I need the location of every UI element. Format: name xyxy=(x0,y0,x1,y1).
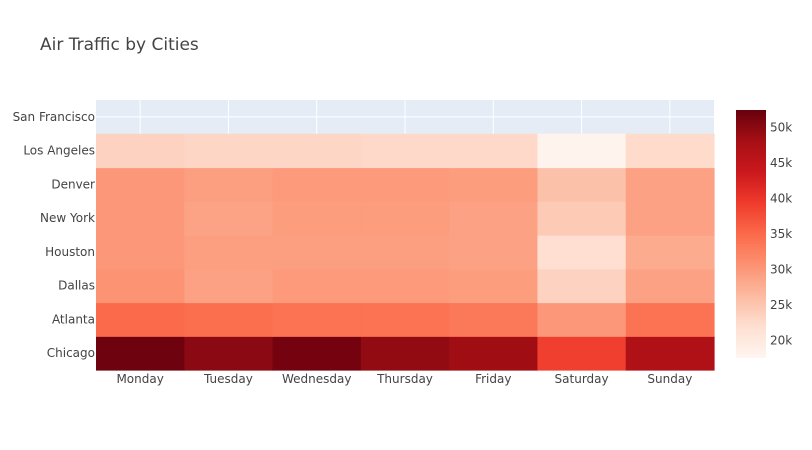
heatmap-cell xyxy=(96,268,185,304)
heatmap-cell xyxy=(184,268,274,304)
heatmap-cell xyxy=(449,235,539,270)
y-tick-label: Dallas xyxy=(58,279,95,293)
x-tick-label: Thursday xyxy=(376,372,433,386)
y-tick-label: Denver xyxy=(51,177,95,191)
heatmap-cell xyxy=(272,133,362,169)
heatmap-cell xyxy=(537,235,627,270)
x-tick-label: Tuesday xyxy=(203,372,253,386)
heatmap-cell xyxy=(449,133,539,169)
heatmap-cell xyxy=(184,201,274,236)
colorbar-tick-label: 45k xyxy=(770,156,792,170)
colorbar-tick-label: 40k xyxy=(770,192,792,206)
heatmap-cell xyxy=(184,167,274,202)
colorbar-gradient xyxy=(736,110,766,358)
chart-title: Air Traffic by Cities xyxy=(40,35,199,55)
heatmap-cell xyxy=(272,201,362,236)
x-tick-label: Sunday xyxy=(647,372,692,386)
colorbar-tick-label: 20k xyxy=(770,333,792,347)
heatmap-cell xyxy=(96,201,185,236)
heatmap-cell xyxy=(537,201,627,236)
heatmap-cell xyxy=(360,336,450,371)
heatmap-cell xyxy=(360,302,450,337)
colorbar-tick-label: 50k xyxy=(770,121,792,135)
heatmap-cell xyxy=(537,302,627,337)
colorbar-tick-label: 35k xyxy=(770,227,792,241)
y-tick-label: Houston xyxy=(45,245,95,259)
heatmap-cell xyxy=(272,235,362,270)
y-tick-label: Los Angeles xyxy=(23,144,95,158)
y-axis: Chicago Atlanta Dallas Houston New York Denve… xyxy=(13,110,95,360)
heatmap-cell xyxy=(625,201,715,236)
colorbar-tick-label: 25k xyxy=(770,298,792,312)
colorbar-tick-label: 30k xyxy=(770,262,792,276)
heatmap-cell xyxy=(625,133,715,169)
x-tick-label: Monday xyxy=(116,372,163,386)
heatmap-cell xyxy=(360,133,450,169)
heatmap-cell xyxy=(625,268,715,304)
heatmap-cell xyxy=(449,336,539,371)
heatmap-cell xyxy=(272,268,362,304)
heatmap-cell xyxy=(184,336,274,371)
heatmap-cell xyxy=(96,336,185,371)
heatmap-cell xyxy=(184,133,274,169)
heatmap-cell xyxy=(360,235,450,270)
heatmap-cell xyxy=(184,302,274,337)
heatmap-cell xyxy=(625,302,715,337)
x-axis: Monday Tuesday Wednesday Thursday Friday Satu… xyxy=(116,372,692,386)
heatmap-cell xyxy=(625,167,715,202)
heatmap-cell xyxy=(449,268,539,304)
heatmap-cell xyxy=(272,336,362,371)
heatmap-cell xyxy=(96,302,185,337)
heatmap-cell xyxy=(184,235,274,270)
heatmap-cell xyxy=(625,235,715,270)
heatmap-cell xyxy=(96,167,185,202)
heatmap-cell xyxy=(96,133,185,169)
heatmap-cell xyxy=(96,235,185,270)
heatmap-cell xyxy=(537,336,627,371)
heatmap-cell xyxy=(272,302,362,337)
x-tick-label: Saturday xyxy=(555,372,609,386)
heatmap-cell xyxy=(449,302,539,337)
heatmap-cell xyxy=(449,167,539,202)
heatmap-cell xyxy=(537,167,627,202)
x-tick-label: Friday xyxy=(475,372,511,386)
heatmap-cell xyxy=(360,268,450,304)
heatmap-cell xyxy=(360,167,450,202)
heatmap-cell xyxy=(537,268,627,304)
x-tick-label: Wednesday xyxy=(282,372,351,386)
y-tick-label: New York xyxy=(40,211,95,225)
y-tick-label: Chicago xyxy=(47,346,95,360)
y-tick-label: San Francisco xyxy=(13,110,95,124)
y-tick-label: Atlanta xyxy=(52,312,95,326)
heatmap-cell xyxy=(537,133,627,169)
colorbar: 20k 25k 30k 35k 40k 45k 50k xyxy=(736,110,792,358)
heatmap-cell xyxy=(272,167,362,202)
heatmap-cell xyxy=(449,201,539,236)
heatmap-cell xyxy=(360,201,450,236)
heatmap-cell xyxy=(625,336,715,371)
heatmap-cells xyxy=(96,133,715,371)
